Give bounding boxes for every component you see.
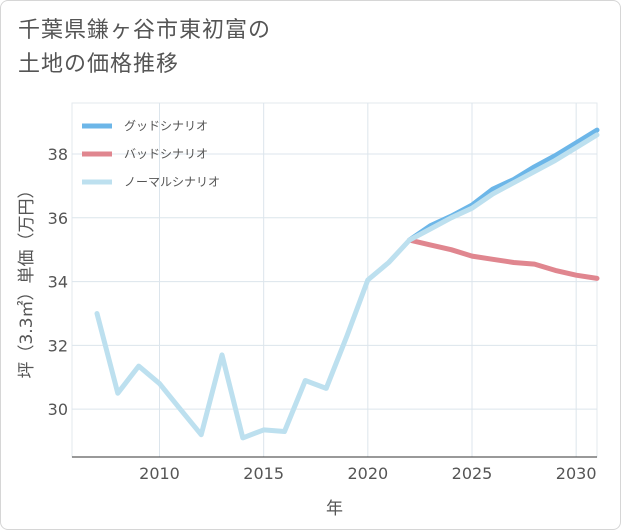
chart-title: 千葉県鎌ヶ谷市東初富の 土地の価格推移 — [18, 14, 438, 82]
legend-label-1: グッドシナリオ — [124, 119, 208, 133]
y-axis-title: 坪（3.3㎡）単価（万円） — [17, 181, 37, 378]
x-tick-label: 2025 — [452, 464, 493, 483]
x-tick-label: 2015 — [243, 464, 284, 483]
chart-title-line1: 千葉県鎌ヶ谷市東初富の — [18, 18, 272, 43]
y-tick-label: 32 — [48, 336, 68, 355]
x-tick-label: 2020 — [347, 464, 388, 483]
chart-title-line2: 土地の価格推移 — [18, 52, 180, 77]
y-tick-label: 30 — [48, 400, 68, 419]
tick-labels: 2010 2015 2020 2025 2030 30 32 34 36 38 — [48, 145, 597, 483]
y-tick-label: 34 — [48, 273, 68, 292]
legend-label-2: バッドシナリオ — [124, 147, 208, 161]
series-line-2 — [407, 237, 600, 281]
legend-label-3: ノーマルシナリオ — [124, 175, 220, 189]
series-lines — [94, 127, 600, 441]
series-line-3 — [94, 132, 600, 441]
x-tick-label: 2030 — [556, 464, 597, 483]
x-axis-title: 年 — [326, 499, 343, 519]
y-tick-label: 36 — [48, 209, 68, 228]
grid — [71, 102, 598, 458]
y-tick-label: 38 — [48, 145, 68, 164]
x-tick-label: 2010 — [139, 464, 180, 483]
